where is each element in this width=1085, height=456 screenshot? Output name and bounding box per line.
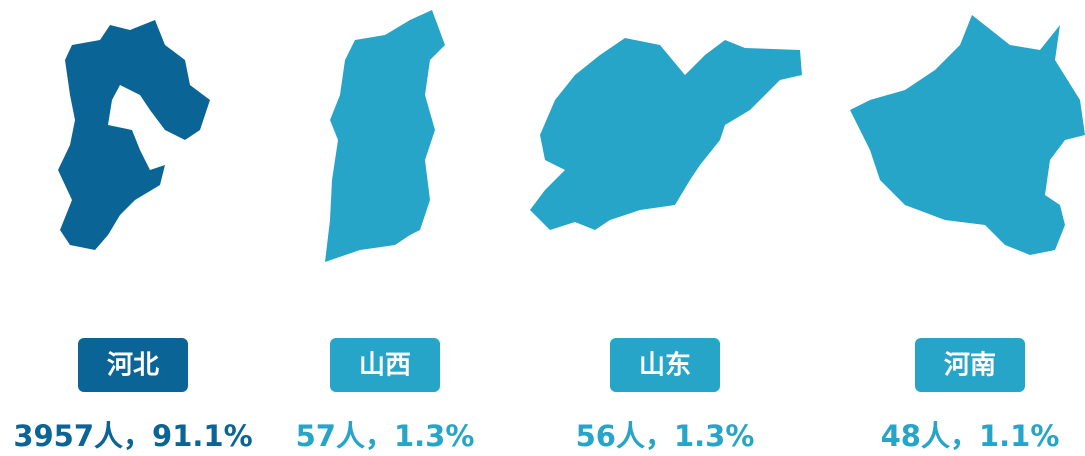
name-tag: 山西	[359, 351, 411, 381]
stat-label: 3957人，91.1%	[13, 419, 252, 453]
stat-label: 56人，1.3%	[576, 419, 755, 453]
name-tag: 山东	[639, 350, 691, 381]
shandong-shape	[530, 38, 802, 230]
hebei-shape	[58, 20, 210, 250]
shanxi-shape	[325, 10, 445, 262]
name-tag: 河南	[944, 351, 996, 381]
stat-label: 57人，1.3%	[296, 419, 475, 453]
name-tag: 河北	[107, 351, 159, 381]
name-tag-box	[78, 338, 188, 392]
henan-shape	[850, 15, 1085, 255]
name-tag-box	[610, 338, 720, 392]
name-tag-box	[915, 338, 1025, 392]
name-tag-box	[330, 338, 440, 392]
stat-label: 48人，1.1%	[881, 419, 1060, 453]
